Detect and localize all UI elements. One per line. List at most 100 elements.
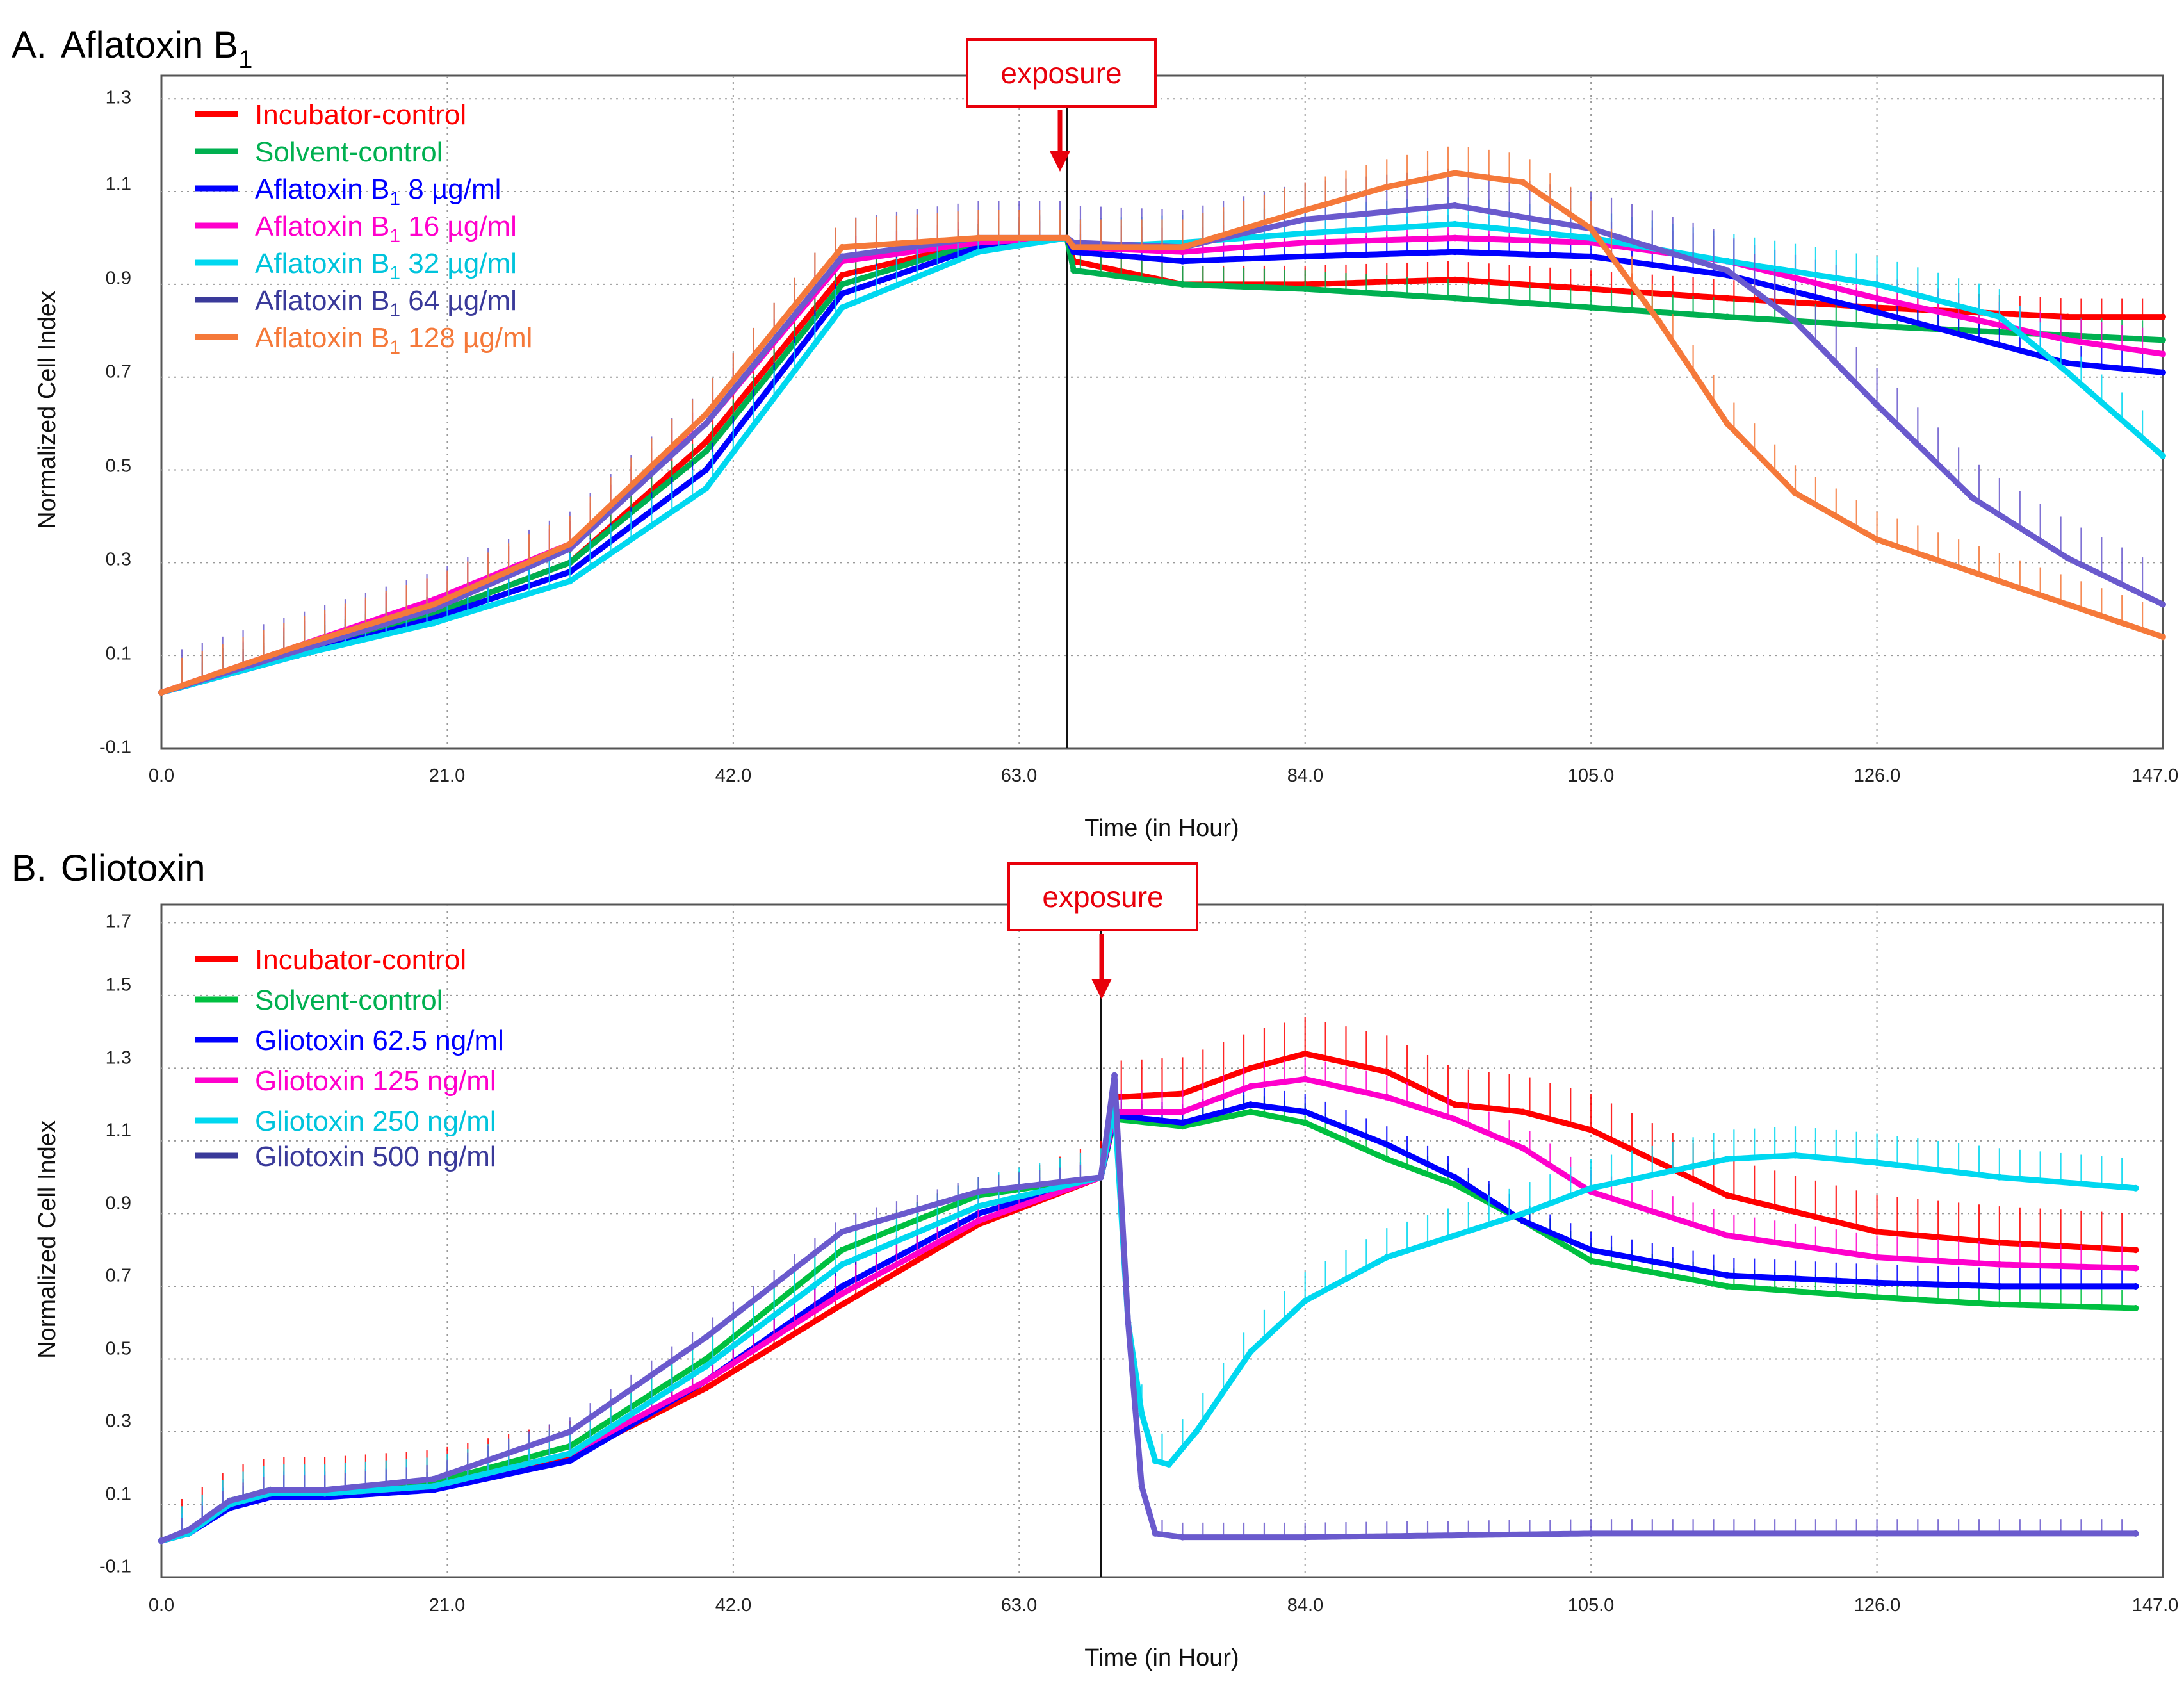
data-point [703, 448, 710, 455]
data-point [1179, 258, 1186, 265]
series-line [158, 170, 2166, 696]
x-tick-label: 147.0 [2132, 1595, 2179, 1616]
data-point [1383, 1156, 1390, 1163]
data-point [1519, 1217, 1526, 1224]
series-line [158, 234, 2166, 696]
data-point [1301, 230, 1308, 237]
data-point [1247, 1108, 1254, 1115]
data-point [838, 1261, 845, 1268]
panel-b-exposure-marker: exposure [1007, 862, 1198, 999]
legend-entry: Gliotoxin 500 ng/ml [195, 1141, 496, 1172]
data-point [2160, 369, 2166, 376]
legend-label: Gliotoxin 250 ng/ml [255, 1106, 496, 1137]
data-point [1996, 1282, 2003, 1290]
legend-label: Gliotoxin 500 ng/ml [255, 1141, 496, 1172]
data-point [267, 1486, 274, 1493]
data-point [1179, 1534, 1186, 1541]
series-aflatoxin-b1-128-g-ml [158, 146, 2166, 696]
x-tick-label: 0.0 [149, 766, 174, 786]
panel-a-y-axis-label: Normalized Cell Index [34, 291, 61, 529]
data-point [1873, 1254, 1880, 1261]
legend-entry: Solvent-control [195, 136, 443, 168]
y-tick-label: 0.1 [106, 644, 131, 664]
data-point [1451, 1115, 1458, 1122]
data-point [1588, 234, 1595, 242]
data-point [1996, 313, 2003, 320]
y-tick-label: 0.7 [106, 362, 131, 382]
data-point [1969, 494, 1976, 501]
data-point [1873, 281, 1880, 288]
exposure-arrow-head [1091, 979, 1112, 999]
legend-label: Incubator-control [255, 944, 466, 976]
data-point [1179, 1119, 1186, 1126]
panel-a-series [158, 146, 2166, 696]
data-point [1383, 1069, 1390, 1076]
y-tick-label: 0.5 [106, 1339, 131, 1359]
data-point [1873, 1293, 1880, 1300]
x-tick-label: 147.0 [2132, 766, 2179, 786]
data-point [1451, 234, 1458, 242]
y-tick-label: -0.1 [99, 1557, 131, 1577]
data-point [1301, 1297, 1308, 1304]
x-tick-label: 126.0 [1854, 766, 1901, 786]
panel-a-title: A. Aflatoxin B1 [12, 24, 252, 74]
legend-label: Aflatoxin B1 128 µg/ml [255, 322, 532, 358]
panel-a-grid [161, 76, 2163, 748]
y-tick-label: 1.1 [106, 174, 131, 195]
y-tick-label: 0.9 [106, 1193, 131, 1214]
data-point [838, 243, 845, 250]
data-point [1792, 489, 1799, 496]
legend-entry: Aflatoxin B1 64 µg/ml [195, 285, 517, 321]
data-point [975, 249, 982, 256]
data-point [975, 1203, 982, 1210]
legend-label: Aflatoxin B1 16 µg/ml [255, 211, 517, 247]
data-point [1193, 1428, 1200, 1435]
data-point [703, 1363, 710, 1370]
data-point [1588, 1258, 1595, 1265]
panel-a-exposure-marker: exposure [966, 38, 1157, 172]
y-tick-label: 0.9 [106, 268, 131, 289]
y-tick-label: 1.3 [106, 1048, 131, 1069]
data-point [158, 1537, 165, 1545]
x-tick-label: 42.0 [715, 766, 751, 786]
data-point [1451, 1174, 1458, 1181]
panel-a-legend: Incubator-control Solvent-control Aflato… [195, 99, 532, 358]
data-point [1451, 170, 1458, 177]
data-point [1179, 243, 1186, 250]
data-point [838, 272, 845, 279]
data-point [1724, 1232, 1731, 1239]
y-tick-label: -0.1 [99, 737, 131, 758]
data-point [1724, 1192, 1731, 1199]
panel-a-x-ticks: 0.0 21.0 42.0 63.0 84.0 105.0 126.0 147.… [149, 766, 2178, 786]
data-point [1656, 318, 1663, 325]
data-point [2160, 601, 2166, 608]
data-point [2064, 555, 2071, 562]
data-point [1519, 1210, 1526, 1217]
y-tick-label: 0.1 [106, 1484, 131, 1505]
data-point [1451, 249, 1458, 256]
data-point [2160, 634, 2166, 641]
data-point [1383, 1141, 1390, 1148]
data-point [1873, 1530, 1880, 1537]
data-point [2064, 359, 2071, 366]
data-point [703, 439, 710, 446]
data-point [838, 1228, 845, 1235]
legend-label: Gliotoxin 125 ng/ml [255, 1065, 496, 1097]
series-line [158, 1101, 2139, 1544]
data-point [1792, 318, 1799, 325]
data-point [838, 1247, 845, 1254]
data-point [838, 1290, 845, 1297]
data-point [430, 601, 437, 608]
legend-entry: Gliotoxin 250 ng/ml [195, 1106, 496, 1137]
data-point [566, 1457, 573, 1464]
y-tick-label: 1.7 [106, 912, 131, 932]
data-point [1451, 1181, 1458, 1188]
legend-entry: Aflatoxin B1 128 µg/ml [195, 322, 532, 358]
legend-label: Gliotoxin 62.5 ng/ml [255, 1025, 504, 1056]
legend-entry: Aflatoxin B1 16 µg/ml [195, 211, 517, 247]
panel-a-y-ticks: -0.1 0.1 0.3 0.5 0.7 0.9 1.1 1.3 [99, 88, 131, 758]
panel-b-x-axis-label: Time (in Hour) [1084, 1644, 1239, 1671]
data-point [1996, 1174, 2003, 1181]
data-point [1111, 1072, 1118, 1079]
data-point [1070, 267, 1077, 274]
